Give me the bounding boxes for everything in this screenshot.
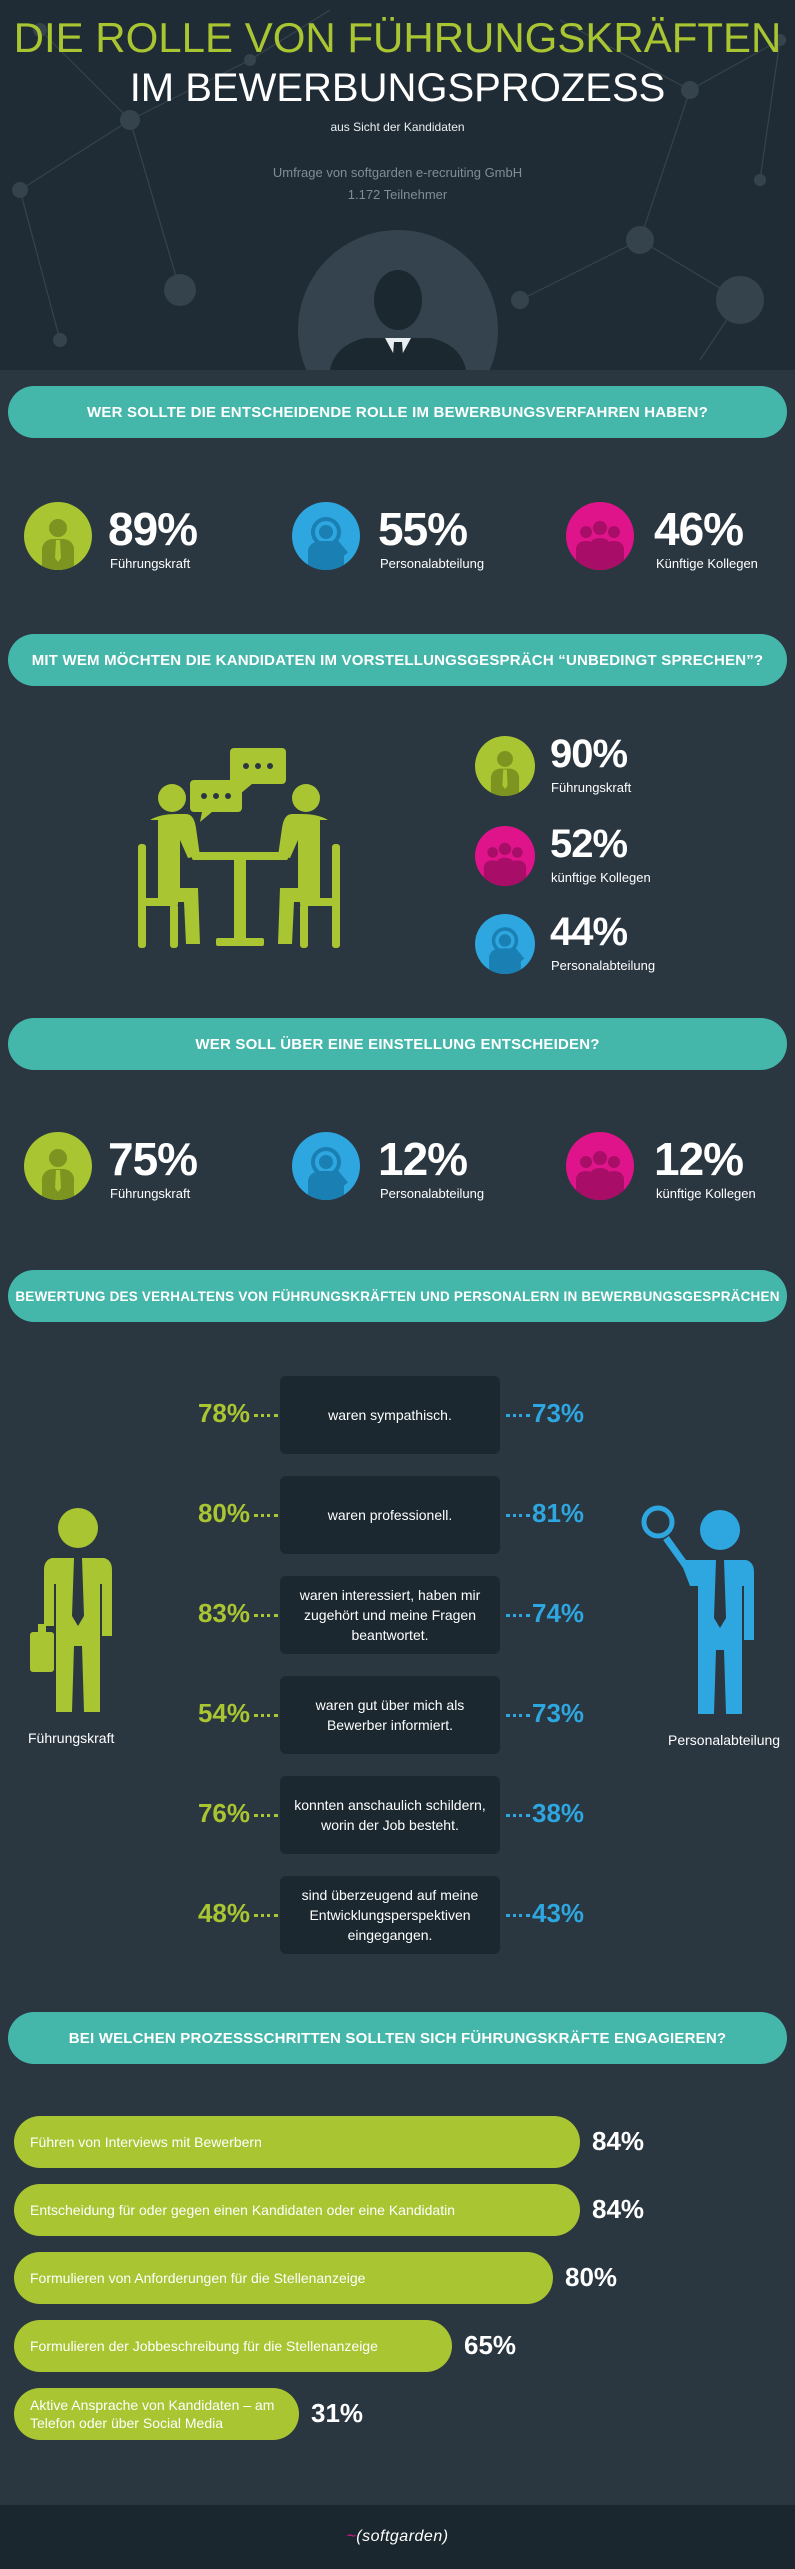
row6-statement: sind überzeugend auf meine Entwicklungsp… [280, 1876, 500, 1954]
s3-stat3-value: 12% [654, 1133, 744, 1185]
row1-statement: waren sympathisch. [280, 1376, 500, 1454]
logo-swoosh-icon: ~ [346, 2528, 357, 2545]
row5-manager-value: 76% [197, 1798, 250, 1828]
s2-stat2-value: 52% [550, 822, 628, 866]
row6-hr-value: 43% [532, 1898, 585, 1928]
row1-dots-left [254, 1414, 278, 1417]
row5-hr-value: 38% [532, 1798, 585, 1828]
section1-banner: WER SOLLTE DIE ENTSCHEIDENDE ROLLE IM BE… [8, 386, 787, 438]
colleagues-icon [475, 826, 535, 886]
hr-figure-icon [641, 1505, 754, 1714]
bar-label: Aktive Ansprache von Kandidaten – am Tel… [30, 2397, 275, 2431]
hr-label: Personalabteilung [668, 1732, 781, 1748]
row3-dots-left [254, 1614, 278, 1617]
bar-active-sourcing: Aktive Ansprache von Kandidaten – am Tel… [14, 2388, 299, 2440]
section2-banner: MIT WEM MÖCHTEN DIE KANDIDATEN IM VORSTE… [8, 634, 787, 686]
page-title-line2: IM BEWERBUNGSPROZESS [129, 66, 666, 110]
row3-manager-value: 83% [197, 1598, 250, 1628]
row4-manager-value: 54% [197, 1698, 250, 1728]
s1-stat3-label: Künftige Kollegen [656, 556, 758, 571]
bar-interviews-value: 84% [592, 2126, 645, 2156]
header: DIE ROLLE VON FÜHRUNGSKRÄFTEN IM BEWERBU… [0, 0, 795, 370]
s3-stat1-value: 75% [108, 1133, 198, 1185]
bar-label: Führen von Interviews mit Bewerbern [30, 2134, 262, 2150]
row6-dots-right [506, 1914, 530, 1917]
row2-hr-value: 81% [532, 1498, 585, 1528]
row4-dots-right [506, 1714, 530, 1717]
manager-icon [475, 736, 535, 796]
bar-requirements: Formulieren von Anforderungen für die St… [14, 2252, 553, 2304]
s2-stat3-label: Personalabteilung [551, 958, 656, 973]
person-silhouette-icon [298, 230, 498, 370]
logo-text: softgarden [362, 2528, 443, 2545]
row1-manager-value: 78% [197, 1398, 250, 1428]
row4-dots-left [254, 1714, 278, 1717]
hr-magnifier-icon [475, 914, 535, 974]
row4-statement: waren gut über mich als Bewerber informi… [280, 1676, 500, 1754]
row5-dots-left [254, 1814, 278, 1817]
interview-illustration [138, 748, 340, 948]
s3-stat2-label: Personalabteilung [380, 1186, 485, 1201]
s2-stat3-value: 44% [550, 910, 628, 954]
row2-dots-left [254, 1514, 278, 1517]
row3-statement: waren interessiert, haben mir zugehört u… [280, 1576, 500, 1654]
s2-stat2-label: künftige Kollegen [551, 870, 651, 885]
row5-statement: konnten anschaulich schildern, worin der… [280, 1776, 500, 1854]
survey-info: Umfrage von softgarden e-recruiting GmbH… [0, 162, 795, 206]
page-subtitle: aus Sicht der Kandidaten [330, 120, 465, 134]
hr-magnifier-icon [292, 502, 360, 570]
section5-banner: BEI WELCHEN PROZESSSCHRITTEN SOLLTEN SIC… [8, 2012, 787, 2064]
page-title-line1: DIE ROLLE VON FÜHRUNGSKRÄFTEN [13, 14, 782, 61]
row1-dots-right [506, 1414, 530, 1417]
s2-stat1-value: 90% [550, 732, 628, 776]
bar-decision: Entscheidung für oder gegen einen Kandid… [14, 2184, 580, 2236]
manager-figure-icon [30, 1508, 112, 1712]
bar-requirements-value: 80% [565, 2262, 618, 2292]
s1-stat3-value: 46% [654, 503, 744, 555]
row2-dots-right [506, 1514, 530, 1517]
row1-hr-value: 73% [532, 1398, 585, 1428]
row3-hr-value: 74% [532, 1598, 585, 1628]
bar-interviews: Führen von Interviews mit Bewerbern [14, 2116, 580, 2168]
footer: ~(softgarden) [0, 2505, 795, 2569]
row2-manager-value: 80% [197, 1498, 250, 1528]
row3-dots-right [506, 1614, 530, 1617]
survey-participants: 1.172 Teilnehmer [347, 187, 448, 202]
row5-dots-right [506, 1814, 530, 1817]
s1-stat2-label: Personalabteilung [380, 556, 485, 571]
bar-label: Entscheidung für oder gegen einen Kandid… [30, 2202, 455, 2218]
s2-stat1-label: Führungskraft [551, 780, 632, 795]
row6-manager-value: 48% [197, 1898, 250, 1928]
bar-decision-value: 84% [592, 2194, 645, 2224]
section3-banner: WER SOLL ÜBER EINE EINSTELLUNG ENTSCHEID… [8, 1018, 787, 1070]
hr-magnifier-icon [292, 1132, 360, 1200]
s3-stat1-label: Führungskraft [110, 1186, 191, 1201]
bar-active-sourcing-value: 31% [311, 2398, 364, 2428]
manager-icon [24, 502, 92, 570]
s3-stat3-label: künftige Kollegen [656, 1186, 756, 1201]
manager-label: Führungskraft [28, 1730, 115, 1746]
softgarden-logo: ~(softgarden) [346, 2528, 449, 2545]
bar-label: Formulieren von Anforderungen für die St… [30, 2270, 366, 2286]
s1-stat2-value: 55% [378, 503, 468, 555]
bar-jobdescription: Formulieren der Jobbeschreibung für die … [14, 2320, 452, 2372]
row4-hr-value: 73% [532, 1698, 585, 1728]
section4-banner: BEWERTUNG DES VERHALTENS VON FÜHRUNGSKRÄ… [8, 1270, 787, 1322]
network-background [12, 9, 786, 370]
colleagues-icon [566, 502, 634, 570]
s1-stat1-label: Führungskraft [110, 556, 191, 571]
row6-dots-left [254, 1914, 278, 1917]
colleagues-icon [566, 1132, 634, 1200]
survey-source: Umfrage von softgarden e-recruiting GmbH [272, 165, 523, 180]
bar-jobdescription-value: 65% [464, 2330, 517, 2360]
s1-stat1-value: 89% [108, 503, 198, 555]
s3-stat2-value: 12% [378, 1133, 468, 1185]
row2-statement: waren professionell. [280, 1476, 500, 1554]
bar-label: Formulieren der Jobbeschreibung für die … [30, 2338, 378, 2354]
manager-icon [24, 1132, 92, 1200]
